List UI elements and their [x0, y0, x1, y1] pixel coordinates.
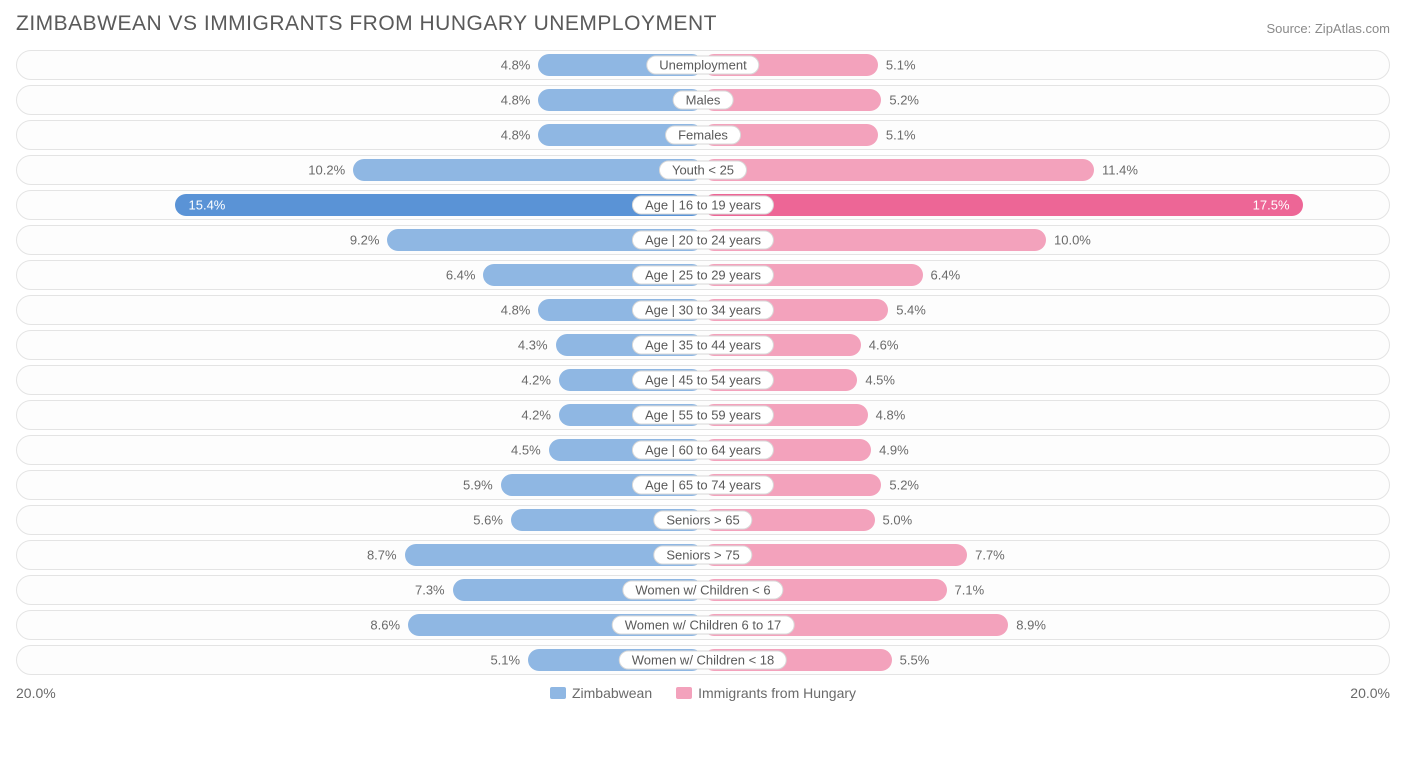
value-left: 4.2%: [521, 373, 551, 388]
value-right: 4.5%: [865, 373, 895, 388]
chart-row: 4.8% 5.1% Unemployment: [16, 50, 1390, 80]
category-label: Age | 60 to 64 years: [632, 441, 774, 460]
chart-row: 4.8% 5.2% Males: [16, 85, 1390, 115]
category-label: Age | 16 to 19 years: [632, 196, 774, 215]
chart-row: 7.3% 7.1% Women w/ Children < 6: [16, 575, 1390, 605]
chart-row: 10.2% 11.4% Youth < 25: [16, 155, 1390, 185]
value-left: 5.6%: [473, 513, 503, 528]
value-right: 4.8%: [876, 408, 906, 423]
chart-area: 4.8% 5.1% Unemployment 4.8% 5.2% Males 4.8% 5.1…: [16, 50, 1390, 675]
value-right: 5.2%: [889, 93, 919, 108]
category-label: Females: [665, 126, 741, 145]
value-left: 4.3%: [518, 338, 548, 353]
axis-max-right: 20.0%: [1350, 685, 1390, 701]
value-right: 11.4%: [1102, 163, 1138, 178]
legend-label-left: Zimbabwean: [572, 685, 652, 701]
chart-title: ZIMBABWEAN VS IMMIGRANTS FROM HUNGARY UN…: [16, 12, 717, 36]
chart-row: 5.9% 5.2% Age | 65 to 74 years: [16, 470, 1390, 500]
value-right: 5.1%: [886, 128, 916, 143]
chart-header: ZIMBABWEAN VS IMMIGRANTS FROM HUNGARY UN…: [16, 12, 1390, 36]
value-left: 4.5%: [511, 443, 541, 458]
legend: Zimbabwean Immigrants from Hungary: [550, 685, 856, 701]
category-label: Seniors > 65: [653, 511, 752, 530]
chart-row: 5.6% 5.0% Seniors > 65: [16, 505, 1390, 535]
chart-row: 6.4% 6.4% Age | 25 to 29 years: [16, 260, 1390, 290]
bar-left: [353, 159, 703, 181]
value-right: 6.4%: [931, 268, 961, 283]
value-right: 5.1%: [886, 58, 916, 73]
value-left: 4.8%: [501, 128, 531, 143]
value-left: 4.8%: [501, 58, 531, 73]
chart-row: 8.6% 8.9% Women w/ Children 6 to 17: [16, 610, 1390, 640]
chart-row: 4.8% 5.1% Females: [16, 120, 1390, 150]
chart-row: 9.2% 10.0% Age | 20 to 24 years: [16, 225, 1390, 255]
category-label: Age | 65 to 74 years: [632, 476, 774, 495]
legend-item-left: Zimbabwean: [550, 685, 652, 701]
chart-source: Source: ZipAtlas.com: [1266, 21, 1390, 36]
value-right: 5.2%: [889, 478, 919, 493]
category-label: Age | 25 to 29 years: [632, 266, 774, 285]
chart-row: 4.2% 4.5% Age | 45 to 54 years: [16, 365, 1390, 395]
legend-swatch-left: [550, 687, 566, 699]
bar-left: [175, 194, 703, 216]
value-left: 4.8%: [501, 303, 531, 318]
category-label: Age | 35 to 44 years: [632, 336, 774, 355]
legend-label-right: Immigrants from Hungary: [698, 685, 856, 701]
category-label: Youth < 25: [659, 161, 747, 180]
bar-right: [703, 159, 1094, 181]
value-left: 5.9%: [463, 478, 493, 493]
bar-right: [703, 194, 1303, 216]
category-label: Age | 55 to 59 years: [632, 406, 774, 425]
category-label: Age | 30 to 34 years: [632, 301, 774, 320]
category-label: Women w/ Children < 6: [622, 581, 783, 600]
value-right: 5.4%: [896, 303, 926, 318]
value-right: 10.0%: [1054, 233, 1091, 248]
legend-swatch-right: [676, 687, 692, 699]
chart-row: 15.4% 17.5% Age | 16 to 19 years: [16, 190, 1390, 220]
value-right: 7.1%: [955, 583, 985, 598]
category-label: Males: [673, 91, 734, 110]
chart-row: 4.3% 4.6% Age | 35 to 44 years: [16, 330, 1390, 360]
value-left: 6.4%: [446, 268, 476, 283]
value-right: 17.5%: [1253, 198, 1290, 213]
value-left: 7.3%: [415, 583, 445, 598]
value-left: 5.1%: [490, 653, 520, 668]
value-left: 4.2%: [521, 408, 551, 423]
value-left: 8.6%: [370, 618, 400, 633]
category-label: Women w/ Children 6 to 17: [612, 616, 795, 635]
legend-item-right: Immigrants from Hungary: [676, 685, 856, 701]
chart-row: 4.5% 4.9% Age | 60 to 64 years: [16, 435, 1390, 465]
value-right: 7.7%: [975, 548, 1005, 563]
value-right: 4.9%: [879, 443, 909, 458]
chart-row: 5.1% 5.5% Women w/ Children < 18: [16, 645, 1390, 675]
value-right: 4.6%: [869, 338, 899, 353]
chart-footer: 20.0% Zimbabwean Immigrants from Hungary…: [16, 685, 1390, 701]
category-label: Women w/ Children < 18: [619, 651, 787, 670]
category-label: Age | 45 to 54 years: [632, 371, 774, 390]
value-left: 9.2%: [350, 233, 380, 248]
value-right: 8.9%: [1016, 618, 1046, 633]
category-label: Age | 20 to 24 years: [632, 231, 774, 250]
value-left: 15.4%: [189, 198, 226, 213]
value-left: 8.7%: [367, 548, 397, 563]
value-left: 4.8%: [501, 93, 531, 108]
value-right: 5.0%: [883, 513, 913, 528]
chart-row: 4.8% 5.4% Age | 30 to 34 years: [16, 295, 1390, 325]
value-left: 10.2%: [308, 163, 345, 178]
axis-max-left: 20.0%: [16, 685, 56, 701]
category-label: Unemployment: [646, 56, 759, 75]
category-label: Seniors > 75: [653, 546, 752, 565]
chart-row: 4.2% 4.8% Age | 55 to 59 years: [16, 400, 1390, 430]
chart-row: 8.7% 7.7% Seniors > 75: [16, 540, 1390, 570]
value-right: 5.5%: [900, 653, 930, 668]
